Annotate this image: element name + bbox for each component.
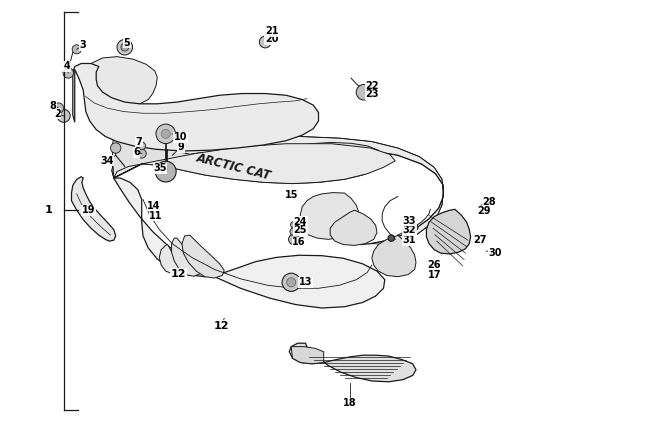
Polygon shape <box>300 193 359 239</box>
Text: 20: 20 <box>265 34 278 45</box>
Circle shape <box>72 45 81 54</box>
Circle shape <box>53 103 64 113</box>
Polygon shape <box>159 245 181 274</box>
Circle shape <box>57 109 70 122</box>
Circle shape <box>290 228 298 236</box>
Circle shape <box>137 149 146 158</box>
Polygon shape <box>114 178 385 308</box>
Text: 11: 11 <box>150 211 162 221</box>
Circle shape <box>161 129 170 139</box>
Text: 19: 19 <box>82 205 95 215</box>
Text: 35: 35 <box>153 163 166 173</box>
Text: 29: 29 <box>477 206 490 216</box>
Circle shape <box>63 68 73 78</box>
Text: 28: 28 <box>482 197 495 208</box>
Polygon shape <box>84 63 130 101</box>
Text: 7: 7 <box>136 136 142 147</box>
Text: ARCTIC CAT: ARCTIC CAT <box>195 152 273 183</box>
Text: 1: 1 <box>45 205 53 215</box>
Polygon shape <box>72 177 116 241</box>
Circle shape <box>291 221 297 228</box>
Text: 32: 32 <box>403 225 416 236</box>
Circle shape <box>138 142 146 150</box>
Polygon shape <box>86 95 312 148</box>
Text: 3: 3 <box>80 40 86 50</box>
Text: 30: 30 <box>489 248 502 258</box>
Text: 9: 9 <box>177 142 184 152</box>
Text: 18: 18 <box>343 398 356 408</box>
Polygon shape <box>426 209 471 254</box>
Text: 24: 24 <box>294 217 307 227</box>
Text: 15: 15 <box>285 190 298 200</box>
Text: 23: 23 <box>365 89 378 100</box>
Text: 34: 34 <box>101 156 114 166</box>
Circle shape <box>356 85 372 100</box>
Text: 5: 5 <box>124 38 130 48</box>
Text: 12: 12 <box>171 269 187 279</box>
Text: 31: 31 <box>403 235 416 245</box>
Circle shape <box>287 278 296 287</box>
Text: 17: 17 <box>428 269 441 280</box>
Polygon shape <box>330 210 377 245</box>
Text: 10: 10 <box>174 132 187 142</box>
Circle shape <box>259 36 271 48</box>
Circle shape <box>117 39 133 55</box>
Circle shape <box>155 161 176 182</box>
Circle shape <box>411 224 418 231</box>
Polygon shape <box>291 347 324 364</box>
Text: 21: 21 <box>265 26 278 36</box>
Text: 6: 6 <box>133 147 140 157</box>
Polygon shape <box>114 144 395 184</box>
Text: 2: 2 <box>54 109 60 119</box>
Text: 8: 8 <box>50 101 57 112</box>
Polygon shape <box>182 235 224 278</box>
Text: 26: 26 <box>428 260 441 270</box>
Text: 12: 12 <box>213 321 229 331</box>
Text: 13: 13 <box>299 277 312 287</box>
Polygon shape <box>372 235 416 277</box>
Circle shape <box>121 43 129 51</box>
Circle shape <box>156 124 176 144</box>
Text: 4: 4 <box>64 61 70 72</box>
Text: 27: 27 <box>473 235 486 245</box>
Text: 33: 33 <box>403 216 416 226</box>
Circle shape <box>111 143 121 153</box>
Circle shape <box>388 235 395 242</box>
Text: 25: 25 <box>294 225 307 236</box>
Polygon shape <box>112 129 384 184</box>
Polygon shape <box>86 57 157 108</box>
Text: 16: 16 <box>292 237 306 248</box>
Polygon shape <box>112 136 443 245</box>
Circle shape <box>282 273 300 291</box>
Text: 22: 22 <box>365 81 378 91</box>
Polygon shape <box>289 343 416 382</box>
Circle shape <box>289 234 299 245</box>
Polygon shape <box>172 238 203 276</box>
Text: 14: 14 <box>148 201 161 211</box>
Polygon shape <box>73 63 318 151</box>
